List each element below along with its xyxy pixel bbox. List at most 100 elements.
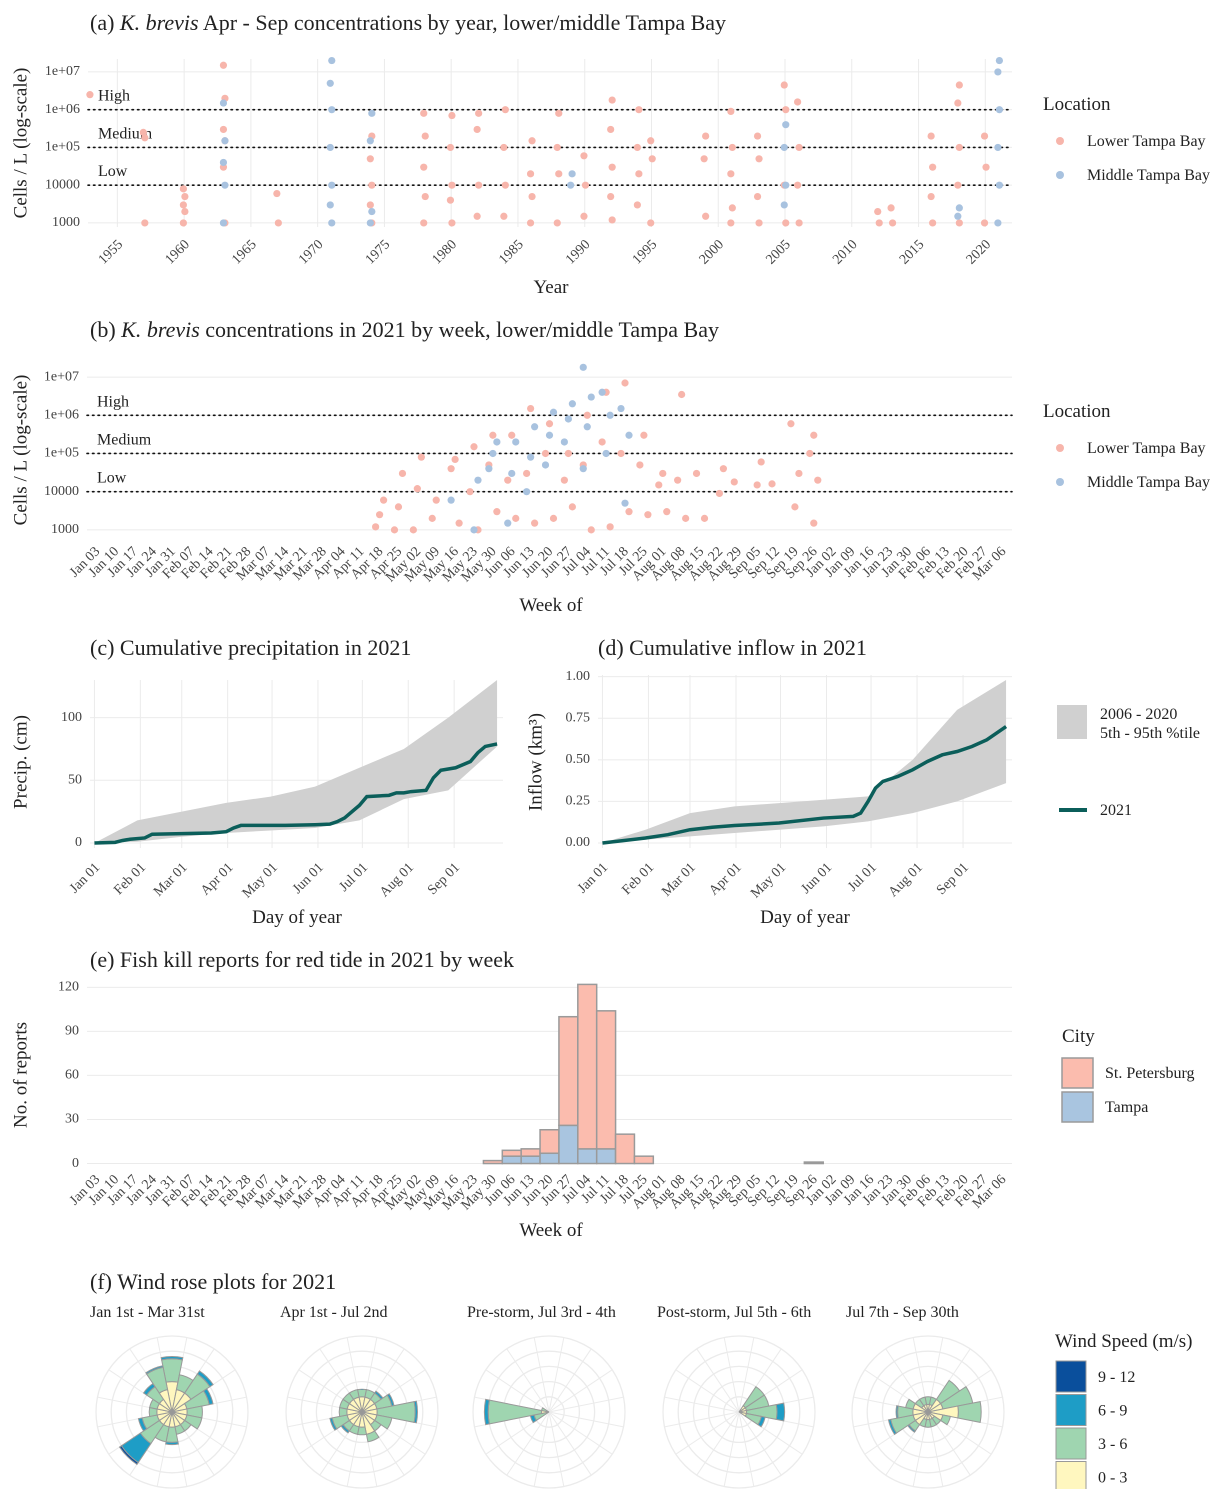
- point: [541, 449, 550, 458]
- title-part: (a): [90, 10, 120, 35]
- point: [368, 181, 376, 189]
- point: [794, 181, 802, 189]
- point: [994, 219, 1002, 227]
- point: [221, 137, 229, 145]
- point: [727, 170, 735, 178]
- grid-circle: [110, 1350, 234, 1474]
- point: [757, 458, 765, 466]
- panel-subtitle: Apr 1st - Jul 2nd: [280, 1304, 388, 1321]
- point: [553, 219, 561, 227]
- legend-swatch: [1055, 1461, 1087, 1489]
- point: [326, 79, 334, 87]
- panel-title: (c) Cumulative precipitation in 2021: [90, 635, 411, 660]
- panel-title: (e) Fish kill reports for red tide in 20…: [90, 947, 514, 972]
- grid-circle: [95, 1335, 249, 1489]
- x-tick-label: May 01: [240, 860, 281, 901]
- y-tick-label: 30: [65, 1112, 79, 1127]
- x-axis-label: Day of year: [760, 907, 850, 928]
- point: [730, 478, 738, 486]
- rose-segment: [957, 1401, 982, 1423]
- y-tick-label: 120: [58, 980, 79, 995]
- point: [692, 469, 701, 478]
- point: [568, 400, 576, 408]
- legend-title: Location: [1043, 401, 1111, 422]
- legend-swatch: [1055, 1360, 1087, 1393]
- point: [420, 219, 428, 227]
- point: [512, 438, 520, 446]
- line: [602, 725, 1008, 845]
- point: [728, 204, 736, 212]
- legend-swatch: [1056, 137, 1064, 145]
- bar-segment: [803, 1161, 824, 1165]
- bar-segment: [595, 1148, 617, 1165]
- point: [782, 181, 790, 189]
- point: [995, 56, 1003, 65]
- y-tick-label: 1e+06: [45, 102, 80, 117]
- point: [702, 132, 710, 140]
- legend-swatch: [1057, 705, 1087, 739]
- point: [780, 143, 788, 152]
- panel-subtitle: Pre-storm, Jul 3rd - 4th: [467, 1304, 616, 1321]
- point: [504, 519, 512, 527]
- point: [806, 449, 814, 458]
- grid-spoke: [548, 1411, 624, 1428]
- rose-segment: [895, 1405, 899, 1419]
- rose-segment: [160, 1356, 184, 1361]
- point: [274, 219, 282, 227]
- point: [598, 438, 606, 446]
- y-tick-label: 0.25: [566, 794, 591, 809]
- point: [448, 111, 456, 120]
- point: [219, 158, 228, 167]
- point: [768, 480, 776, 488]
- point: [810, 519, 818, 527]
- title-part: (b): [90, 317, 121, 342]
- x-tick-label: 1955: [96, 237, 126, 267]
- grid-spoke: [548, 1369, 613, 1413]
- y-tick-label: 0.75: [566, 710, 591, 725]
- point: [420, 109, 428, 117]
- x-tick-label: Jun 01: [290, 860, 327, 897]
- point: [545, 431, 554, 439]
- point: [446, 196, 455, 204]
- legend-label: 2021: [1100, 802, 1132, 819]
- point: [504, 476, 512, 484]
- grid-spoke: [696, 1411, 740, 1476]
- point: [753, 132, 762, 140]
- point: [608, 216, 616, 224]
- grid-spoke: [548, 1337, 565, 1413]
- point: [955, 219, 963, 227]
- point: [328, 219, 336, 227]
- point: [531, 423, 539, 431]
- point: [795, 219, 803, 227]
- grid-spoke: [675, 1411, 740, 1455]
- x-tick-label: Apr 01: [706, 860, 744, 898]
- point: [380, 496, 388, 504]
- legend-title: Location: [1043, 94, 1111, 115]
- y-tick-label: 0.50: [566, 752, 591, 767]
- y-tick-label: 10000: [44, 484, 79, 499]
- point: [390, 526, 399, 534]
- legend-label: Middle Tampa Bay: [1087, 474, 1210, 491]
- x-tick-label: Jul 01: [845, 860, 880, 895]
- point: [549, 514, 558, 522]
- point: [475, 181, 483, 189]
- point: [447, 465, 455, 473]
- point: [564, 449, 572, 458]
- point: [814, 476, 822, 484]
- y-tick-label: 60: [65, 1068, 79, 1083]
- grid-spoke: [506, 1348, 550, 1413]
- point: [366, 219, 374, 227]
- legend-label: Tampa: [1105, 1099, 1148, 1116]
- legend-label: 2006 - 2020: [1100, 706, 1177, 723]
- x-tick-label: Mar 01: [151, 860, 190, 899]
- point: [368, 109, 376, 117]
- grid-spoke: [548, 1348, 592, 1413]
- point: [625, 431, 633, 439]
- rose-segment: [887, 1418, 898, 1436]
- point: [409, 526, 417, 534]
- point: [581, 181, 590, 189]
- point: [755, 155, 763, 163]
- rose-segment: [165, 1441, 179, 1446]
- point: [715, 489, 723, 498]
- point: [621, 379, 629, 387]
